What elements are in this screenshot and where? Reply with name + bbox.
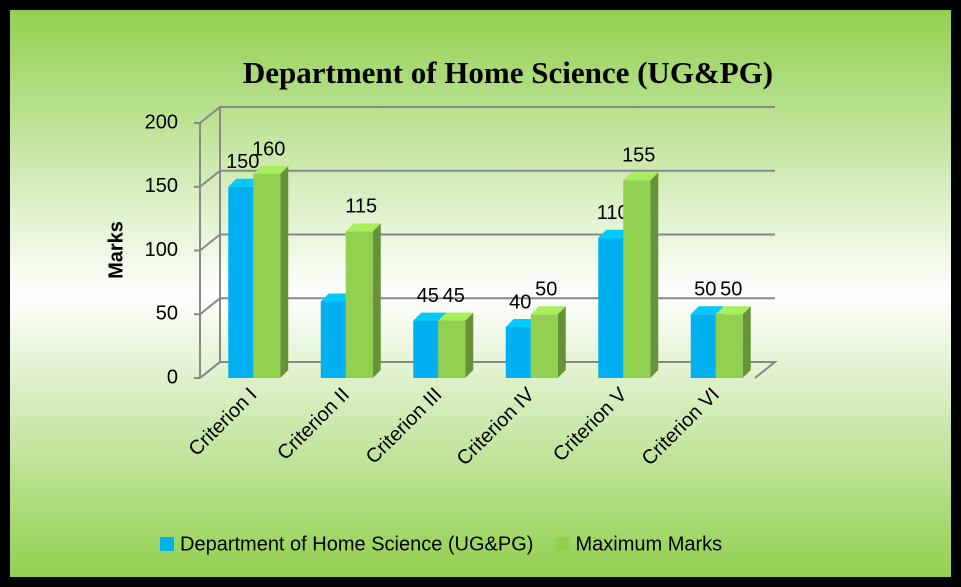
grid-line <box>199 361 775 379</box>
data-label: 40 <box>509 291 531 313</box>
bar-top <box>715 306 751 315</box>
y-tick-label: 150 <box>145 175 178 197</box>
bar-top <box>505 319 539 327</box>
bar <box>623 180 651 378</box>
grid-line <box>199 106 775 124</box>
grid-line <box>199 169 775 188</box>
y-tick-label: 100 <box>145 239 178 261</box>
grid-line <box>199 297 775 316</box>
grid-line <box>199 233 775 252</box>
bar-side <box>465 312 474 378</box>
y-tick-label: 0 <box>167 366 178 388</box>
data-label: 50 <box>694 279 716 301</box>
data-label: 45 <box>417 285 439 307</box>
y-axis-title: Marks <box>105 221 127 279</box>
y-tick-label: 200 <box>145 111 178 133</box>
bar-side <box>280 166 289 378</box>
chart-title: Department of Home Science (UG&PG) <box>243 55 773 90</box>
data-label: 45 <box>443 285 465 307</box>
bar <box>345 231 373 378</box>
bar <box>598 237 624 378</box>
data-label: 155 <box>622 145 655 167</box>
bar-top <box>413 312 447 321</box>
bar-top <box>598 229 632 238</box>
data-label: 150 <box>226 151 259 173</box>
bar <box>253 174 281 378</box>
bar-top <box>690 306 724 315</box>
bar-top <box>253 166 289 174</box>
background <box>10 10 951 577</box>
legend-label: Maximum Marks <box>575 533 722 555</box>
bar-side <box>372 223 381 378</box>
bar <box>413 320 439 378</box>
bar-top <box>438 312 474 321</box>
legend-label: Department of Home Science (UG&PG) <box>180 533 533 555</box>
bar-top <box>530 306 566 315</box>
bar-side <box>742 306 751 378</box>
bar <box>438 320 466 378</box>
bar-side <box>557 306 566 378</box>
bar <box>320 301 346 378</box>
bar <box>530 314 558 378</box>
bar-side <box>650 172 659 378</box>
legend-swatch <box>555 537 570 551</box>
bar <box>505 327 531 378</box>
bar-top <box>345 223 381 232</box>
bar <box>228 186 254 378</box>
data-label: 110 <box>597 202 629 224</box>
data-label: 115 <box>345 196 377 218</box>
legend-swatch <box>160 537 174 551</box>
bar-top <box>320 293 354 302</box>
bar <box>690 314 716 378</box>
bar <box>715 314 743 378</box>
data-label: 160 <box>252 138 285 160</box>
bar-top <box>228 178 262 187</box>
data-label: 50 <box>535 279 557 301</box>
data-label: 50 <box>720 279 742 301</box>
bar-top <box>623 172 659 181</box>
y-tick-label: 50 <box>156 303 178 325</box>
